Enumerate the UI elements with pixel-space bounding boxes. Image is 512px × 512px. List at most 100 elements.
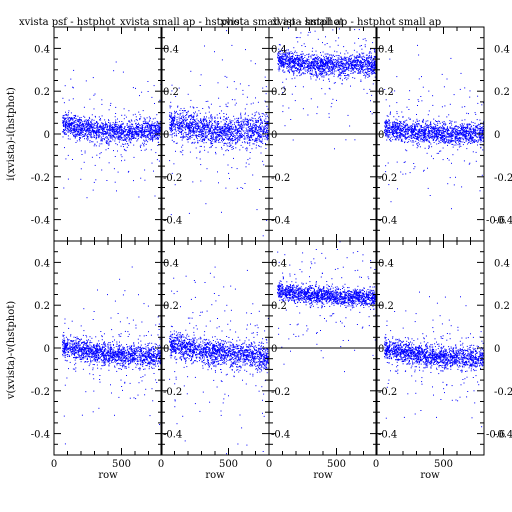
data-point	[85, 126, 87, 128]
data-point	[158, 127, 160, 129]
data-point	[254, 124, 256, 125]
data-point	[250, 128, 252, 130]
data-point	[81, 121, 83, 123]
data-point	[207, 126, 208, 128]
data-point	[105, 123, 107, 125]
data-point	[210, 121, 212, 122]
data-point	[373, 63, 375, 65]
data-point	[291, 56, 293, 57]
data-point	[360, 45, 362, 46]
data-point	[200, 121, 202, 123]
data-point	[86, 121, 88, 123]
data-point	[263, 119, 265, 121]
data-point	[364, 46, 366, 48]
data-point	[66, 115, 68, 116]
data-point	[93, 136, 95, 138]
data-point	[130, 119, 132, 121]
data-point	[134, 120, 136, 122]
data-point	[121, 121, 123, 122]
data-point	[324, 70, 326, 72]
data-point	[347, 61, 349, 63]
data-point	[353, 60, 355, 62]
data-point	[205, 119, 207, 121]
data-point	[106, 137, 108, 139]
data-point	[70, 117, 72, 119]
data-point	[203, 122, 205, 124]
data-point	[257, 126, 259, 128]
data-point	[323, 75, 325, 77]
data-point	[315, 60, 317, 62]
data-point	[62, 125, 64, 126]
data-point	[124, 131, 126, 133]
data-point	[139, 118, 141, 119]
data-point	[173, 117, 175, 119]
data-point	[69, 119, 71, 121]
data-point	[141, 128, 143, 130]
data-point	[235, 137, 237, 139]
data-point	[330, 59, 332, 61]
y-tick-label: -0.4	[31, 216, 50, 227]
data-point	[239, 135, 241, 137]
data-point	[126, 132, 128, 134]
data-point	[103, 129, 105, 131]
data-point	[300, 61, 302, 63]
data-point	[108, 133, 110, 135]
data-point	[256, 119, 258, 121]
data-point	[290, 68, 292, 70]
data-point	[210, 117, 212, 119]
data-point	[201, 131, 203, 133]
data-point	[182, 130, 184, 132]
data-point	[173, 120, 175, 122]
data-point	[266, 130, 268, 132]
data-point	[200, 138, 202, 140]
data-point	[69, 120, 71, 122]
data-point	[85, 129, 87, 131]
data-point	[171, 113, 173, 115]
data-point	[129, 138, 131, 140]
data-point	[243, 124, 245, 126]
data-point	[105, 142, 107, 143]
data-point	[199, 136, 201, 138]
data-point	[204, 137, 206, 139]
data-point	[283, 54, 285, 56]
data-point	[196, 135, 198, 137]
data-point	[177, 106, 179, 108]
data-point	[208, 130, 210, 132]
data-point	[85, 124, 86, 126]
data-point	[370, 59, 372, 61]
data-point	[228, 172, 230, 174]
data-point	[244, 141, 246, 143]
data-point	[196, 128, 198, 130]
data-point	[70, 122, 72, 124]
data-point	[123, 118, 125, 120]
data-point	[226, 117, 228, 119]
data-point	[341, 60, 343, 62]
data-point	[81, 125, 83, 127]
data-point	[210, 136, 212, 138]
data-point	[173, 119, 175, 121]
data-point	[154, 131, 156, 133]
data-point	[294, 60, 296, 62]
data-point	[147, 91, 149, 92]
data-point	[257, 135, 259, 137]
data-point	[310, 98, 312, 100]
data-point	[126, 140, 128, 142]
data-point	[199, 85, 201, 86]
data-point	[149, 130, 151, 132]
data-point	[257, 101, 259, 103]
data-point	[144, 169, 146, 171]
data-point	[224, 75, 226, 77]
data-point	[150, 132, 152, 134]
data-point	[211, 140, 213, 142]
data-point	[206, 135, 208, 137]
data-point	[93, 108, 95, 110]
data-point	[279, 53, 281, 55]
data-point	[261, 130, 263, 132]
data-point	[139, 130, 141, 132]
data-point	[89, 98, 91, 100]
data-point	[244, 121, 246, 123]
data-point	[255, 144, 257, 146]
data-point	[112, 130, 114, 132]
data-point	[147, 141, 149, 143]
data-point	[312, 73, 314, 75]
